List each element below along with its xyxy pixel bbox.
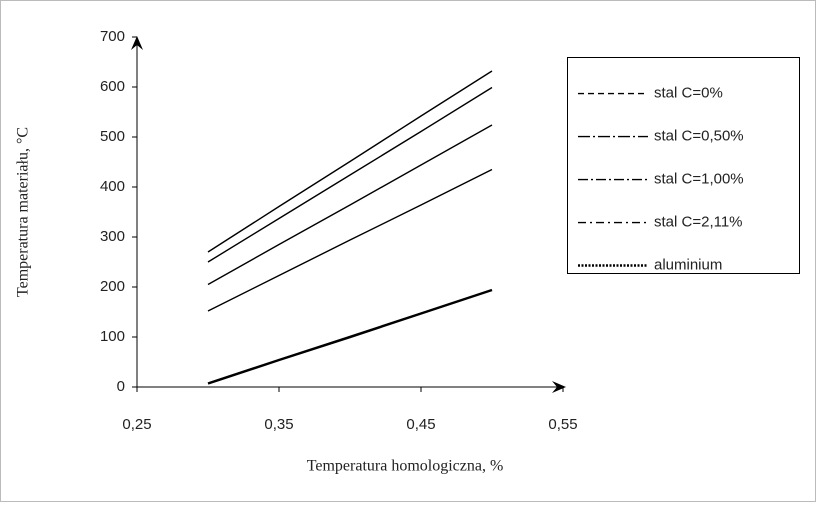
- y-tick-label: 700: [100, 28, 125, 45]
- series-line: [207, 86, 493, 263]
- series-line: [207, 70, 493, 253]
- series-line: [207, 288, 493, 385]
- y-tick-label: 600: [100, 78, 125, 95]
- series-line: [207, 168, 493, 312]
- legend-label: stal C=1,00%: [654, 171, 744, 188]
- y-tick-label: 500: [100, 128, 125, 145]
- x-tick-label: 0,35: [264, 416, 293, 433]
- x-axis-title: Temperatura homologiczna, %: [307, 458, 504, 475]
- y-axis-title: Temperatura materiału, °C: [15, 127, 32, 297]
- y-tick-label: 300: [100, 228, 125, 245]
- legend-label: stal C=2,11%: [654, 214, 743, 231]
- legend-label: stal C=0,50%: [654, 128, 744, 145]
- x-tick-label: 0,45: [406, 416, 435, 433]
- legend-box: [567, 57, 800, 274]
- y-tick-label: 0: [117, 378, 125, 395]
- x-tick-label: 0,25: [122, 416, 151, 433]
- x-tick-label: 0,55: [548, 416, 577, 433]
- y-tick-label: 100: [100, 328, 125, 345]
- y-axis-arrow: [131, 36, 143, 50]
- legend-label: aluminium: [654, 257, 722, 274]
- x-axis-arrow: [552, 381, 566, 393]
- series-line: [207, 124, 493, 286]
- y-tick-label: 200: [100, 278, 125, 295]
- legend-label: stal C=0%: [654, 85, 723, 102]
- y-tick-label: 400: [100, 178, 125, 195]
